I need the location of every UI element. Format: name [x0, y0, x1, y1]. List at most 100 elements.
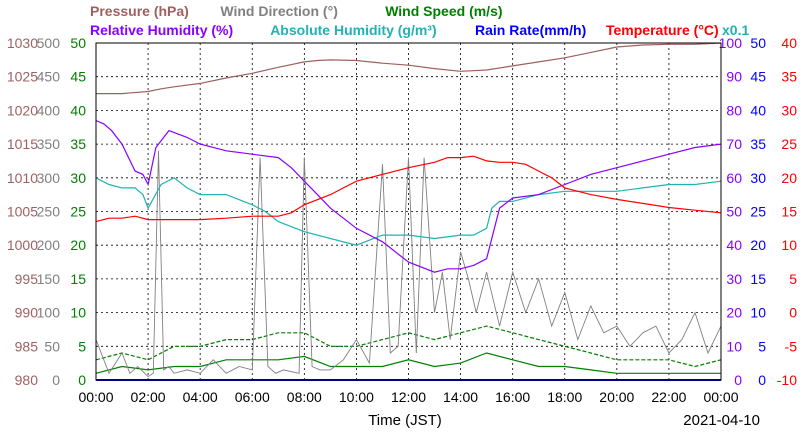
tick-temperature: 5 — [789, 271, 797, 287]
tick-pressure: 1010 — [7, 170, 38, 186]
x-tick-label: 08:00 — [287, 389, 322, 405]
tick-humidity: 90 — [726, 69, 742, 85]
tick-wind-direction: 250 — [37, 204, 61, 220]
tick-wind-speed: 0 — [78, 372, 86, 388]
x-tick-label: 00:00 — [703, 389, 738, 405]
tick-pressure: 1000 — [7, 237, 38, 253]
tick-pressure: 985 — [15, 338, 39, 354]
legend-relative-humidity: Relative Humidity (%) — [90, 22, 233, 38]
tick-rain-rate: 0 — [758, 372, 766, 388]
tick-rain-rate: 40 — [750, 102, 766, 118]
x-tick-label: 14:00 — [443, 389, 478, 405]
tick-wind-direction: 150 — [37, 271, 61, 287]
tick-pressure: 980 — [15, 372, 39, 388]
tick-rain-rate: 25 — [750, 204, 766, 220]
tick-temperature: 30 — [781, 102, 797, 118]
legend-rain-rate: Rain Rate(mm/h) — [475, 22, 586, 38]
x-tick-label: 18:00 — [547, 389, 582, 405]
legend: Pressure (hPa) Wind Direction (°) Wind Spe… — [90, 3, 749, 38]
tick-rain-rate: 10 — [750, 305, 766, 321]
right-axes: 1009080706050403020100504540353025201510… — [719, 35, 798, 388]
tick-wind-direction: 0 — [52, 372, 60, 388]
x-tick-label: 06:00 — [235, 389, 270, 405]
tick-wind-speed: 25 — [70, 204, 86, 220]
tick-wind-speed: 40 — [70, 102, 86, 118]
tick-wind-speed: 5 — [78, 338, 86, 354]
tick-rain-rate: 50 — [750, 35, 766, 51]
series-pressure-hpa — [96, 42, 722, 95]
plot-frame — [95, 42, 722, 381]
tick-temperature: 35 — [781, 69, 797, 85]
tick-wind-speed: 10 — [70, 305, 86, 321]
tick-rain-rate: 20 — [750, 237, 766, 253]
tick-humidity: 10 — [726, 338, 742, 354]
tick-temperature: 40 — [781, 35, 797, 51]
tick-temperature: 15 — [781, 204, 797, 220]
tick-wind-speed: 35 — [70, 136, 86, 152]
tick-pressure: 1020 — [7, 102, 38, 118]
x-axis: 00:00 02:00 04:00 06:00 08:00 10:00 12:00 14:00… — [78, 389, 738, 405]
tick-pressure: 1025 — [7, 69, 38, 85]
legend-pressure: Pressure (hPa) — [90, 3, 189, 19]
tick-temperature: 20 — [781, 170, 797, 186]
tick-humidity: 80 — [726, 102, 742, 118]
tick-wind-speed: 45 — [70, 69, 86, 85]
tick-temperature: -10 — [777, 372, 797, 388]
tick-wind-direction: 400 — [37, 102, 61, 118]
grid — [96, 43, 721, 380]
tick-wind-direction: 500 — [37, 35, 61, 51]
tick-humidity: 20 — [726, 305, 742, 321]
tick-wind-speed: 30 — [70, 170, 86, 186]
tick-temperature: 25 — [781, 136, 797, 152]
series-wind-speed-m-s — [95, 352, 721, 374]
tick-humidity: 0 — [734, 372, 742, 388]
series-wind-speed-gust-m-s — [95, 325, 722, 368]
tick-temperature: 10 — [781, 237, 797, 253]
legend-absolute-humidity: Absolute Humidity (g/m³) — [270, 22, 436, 38]
tick-rain-rate: 30 — [750, 170, 766, 186]
x-tick-label: 04:00 — [183, 389, 218, 405]
left-axes: 1030102510201015101010051000995990985980… — [7, 35, 86, 388]
tick-pressure: 1030 — [7, 35, 38, 51]
tick-wind-direction: 350 — [37, 136, 61, 152]
x-tick-label: 16:00 — [495, 389, 530, 405]
x-tick-label: 12:00 — [391, 389, 426, 405]
tick-wind-direction: 450 — [37, 69, 61, 85]
tick-rain-rate: 45 — [750, 69, 766, 85]
tick-wind-direction: 100 — [37, 305, 61, 321]
tick-humidity: 50 — [726, 204, 742, 220]
tick-wind-speed: 50 — [70, 35, 86, 51]
legend-wind-speed: Wind Speed (m/s) — [385, 3, 502, 19]
series-temperature-c — [95, 155, 722, 223]
x-axis-label: Time (JST) — [368, 412, 442, 429]
tick-wind-direction: 50 — [44, 338, 60, 354]
x-tick-label: 20:00 — [599, 389, 634, 405]
tick-wind-direction: 200 — [37, 237, 61, 253]
x-tick-label: 22:00 — [651, 389, 686, 405]
tick-wind-speed: 15 — [70, 271, 86, 287]
tick-humidity: 60 — [726, 170, 742, 186]
tick-pressure: 995 — [15, 271, 39, 287]
series-relative-humidity — [95, 119, 722, 273]
tick-humidity: 100 — [719, 35, 743, 51]
tick-humidity: 30 — [726, 271, 742, 287]
tick-rain-rate: 15 — [750, 271, 766, 287]
x-tick-label: 00:00 — [78, 389, 113, 405]
legend-temperature: Temperature (°C) — [606, 22, 719, 38]
tick-pressure: 1005 — [7, 204, 38, 220]
tick-pressure: 990 — [15, 305, 39, 321]
tick-temperature: 0 — [789, 305, 797, 321]
tick-humidity: 70 — [726, 136, 742, 152]
tick-pressure: 1015 — [7, 136, 38, 152]
date-label: 2021-04-10 — [683, 412, 760, 429]
tick-rain-rate: 5 — [758, 338, 766, 354]
tick-wind-speed: 20 — [70, 237, 86, 253]
tick-rain-rate: 35 — [750, 136, 766, 152]
abs-humidity-scale-note: x0.1 — [722, 22, 749, 38]
legend-wind-direction: Wind Direction (°) — [220, 3, 337, 19]
x-tick-label: 02:00 — [131, 389, 166, 405]
series-wind-direction — [95, 150, 722, 378]
tick-humidity: 40 — [726, 237, 742, 253]
tick-temperature: -5 — [785, 338, 798, 354]
